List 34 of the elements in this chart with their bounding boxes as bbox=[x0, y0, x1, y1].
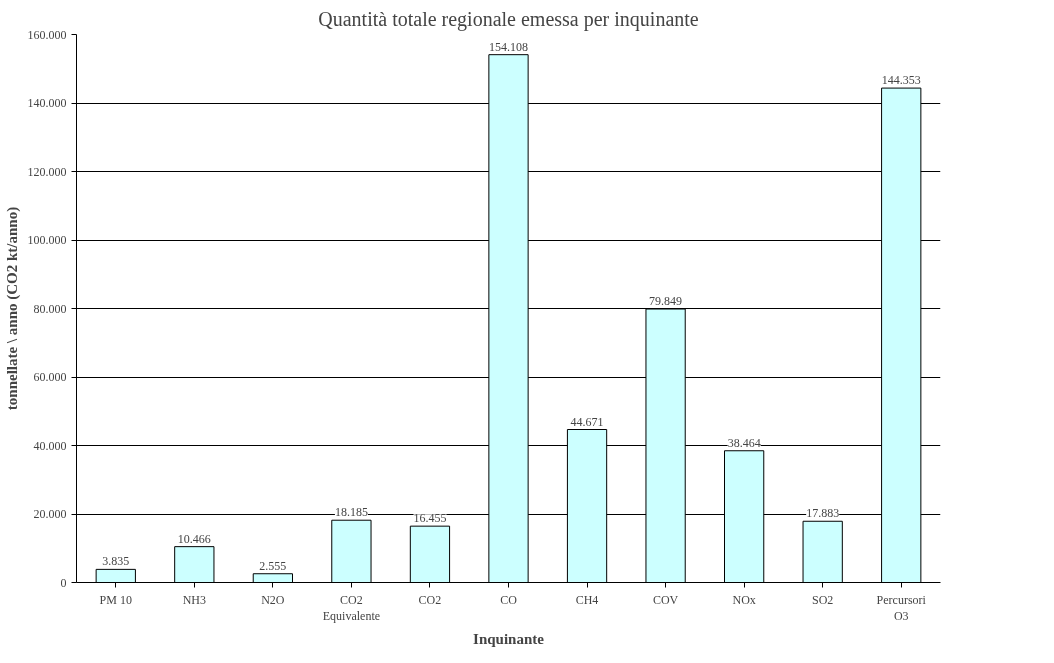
chart-title: Quantità totale regionale emessa per inquinante bbox=[318, 7, 699, 31]
x-tick-label: SO2 bbox=[812, 592, 834, 607]
data-label: 154.108 bbox=[489, 39, 528, 54]
data-label: 79.849 bbox=[649, 294, 683, 309]
x-axis-title: Inquinante bbox=[473, 631, 545, 648]
y-tick-label: 100.000 bbox=[27, 233, 67, 247]
y-tick-label: 160.000 bbox=[27, 27, 67, 42]
x-tick-label: CO bbox=[500, 592, 518, 607]
y-tick-label: 0 bbox=[60, 575, 67, 590]
y-tick-label: 40.000 bbox=[33, 438, 67, 453]
x-tick-label: CH4 bbox=[575, 592, 599, 607]
data-label: 17.883 bbox=[806, 506, 840, 521]
data-label: 10.466 bbox=[177, 531, 211, 546]
x-tick-label: Percursori O3 bbox=[876, 592, 927, 624]
data-label: 44.671 bbox=[570, 414, 604, 429]
data-label: 144.353 bbox=[881, 73, 921, 88]
x-tick-label: CO2 bbox=[418, 592, 442, 607]
y-tick-label: 20.000 bbox=[33, 507, 67, 521]
x-tick-label: N2O bbox=[261, 592, 285, 607]
x-tick-label: PM 10 bbox=[99, 592, 132, 607]
data-label: 38.464 bbox=[727, 435, 761, 450]
x-tick-label: NOx bbox=[732, 592, 756, 607]
x-tick-label: CO2 Equivalente bbox=[322, 592, 381, 624]
data-label: 2.555 bbox=[259, 558, 287, 573]
data-label: 16.455 bbox=[413, 511, 447, 526]
y-tick-label: 60.000 bbox=[33, 370, 67, 384]
data-label: 3.835 bbox=[102, 554, 130, 569]
x-tick-label: COV bbox=[652, 592, 679, 607]
y-tick-label: 80.000 bbox=[33, 301, 67, 316]
data-label: 18.185 bbox=[334, 505, 368, 520]
y-axis-title: tonnellate \ anno (CO2 kt/anno) bbox=[3, 206, 21, 411]
y-tick-label: 120.000 bbox=[27, 164, 67, 179]
x-tick-label: NH3 bbox=[182, 592, 206, 607]
y-tick-label: 140.000 bbox=[27, 96, 67, 110]
